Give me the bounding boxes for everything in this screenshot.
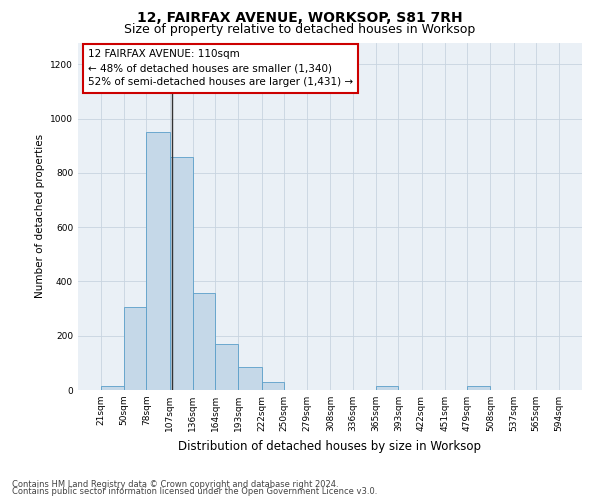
Bar [146,132,170,390]
Bar [467,386,490,390]
Bar [170,156,193,390]
Text: Size of property relative to detached houses in Worksop: Size of property relative to detached ho… [124,22,476,36]
Bar [215,344,238,390]
X-axis label: Distribution of detached houses by size in Worksop: Distribution of detached houses by size … [179,440,482,452]
Bar [238,366,262,390]
Text: 12, FAIRFAX AVENUE, WORKSOP, S81 7RH: 12, FAIRFAX AVENUE, WORKSOP, S81 7RH [137,11,463,25]
Text: Contains HM Land Registry data © Crown copyright and database right 2024.: Contains HM Land Registry data © Crown c… [12,480,338,489]
Bar [376,386,398,390]
Y-axis label: Number of detached properties: Number of detached properties [35,134,44,298]
Bar [193,293,215,390]
Bar [262,382,284,390]
Text: Contains public sector information licensed under the Open Government Licence v3: Contains public sector information licen… [12,487,377,496]
Text: 12 FAIRFAX AVENUE: 110sqm
← 48% of detached houses are smaller (1,340)
52% of se: 12 FAIRFAX AVENUE: 110sqm ← 48% of detac… [88,50,353,88]
Bar [124,307,146,390]
Bar [101,386,124,390]
